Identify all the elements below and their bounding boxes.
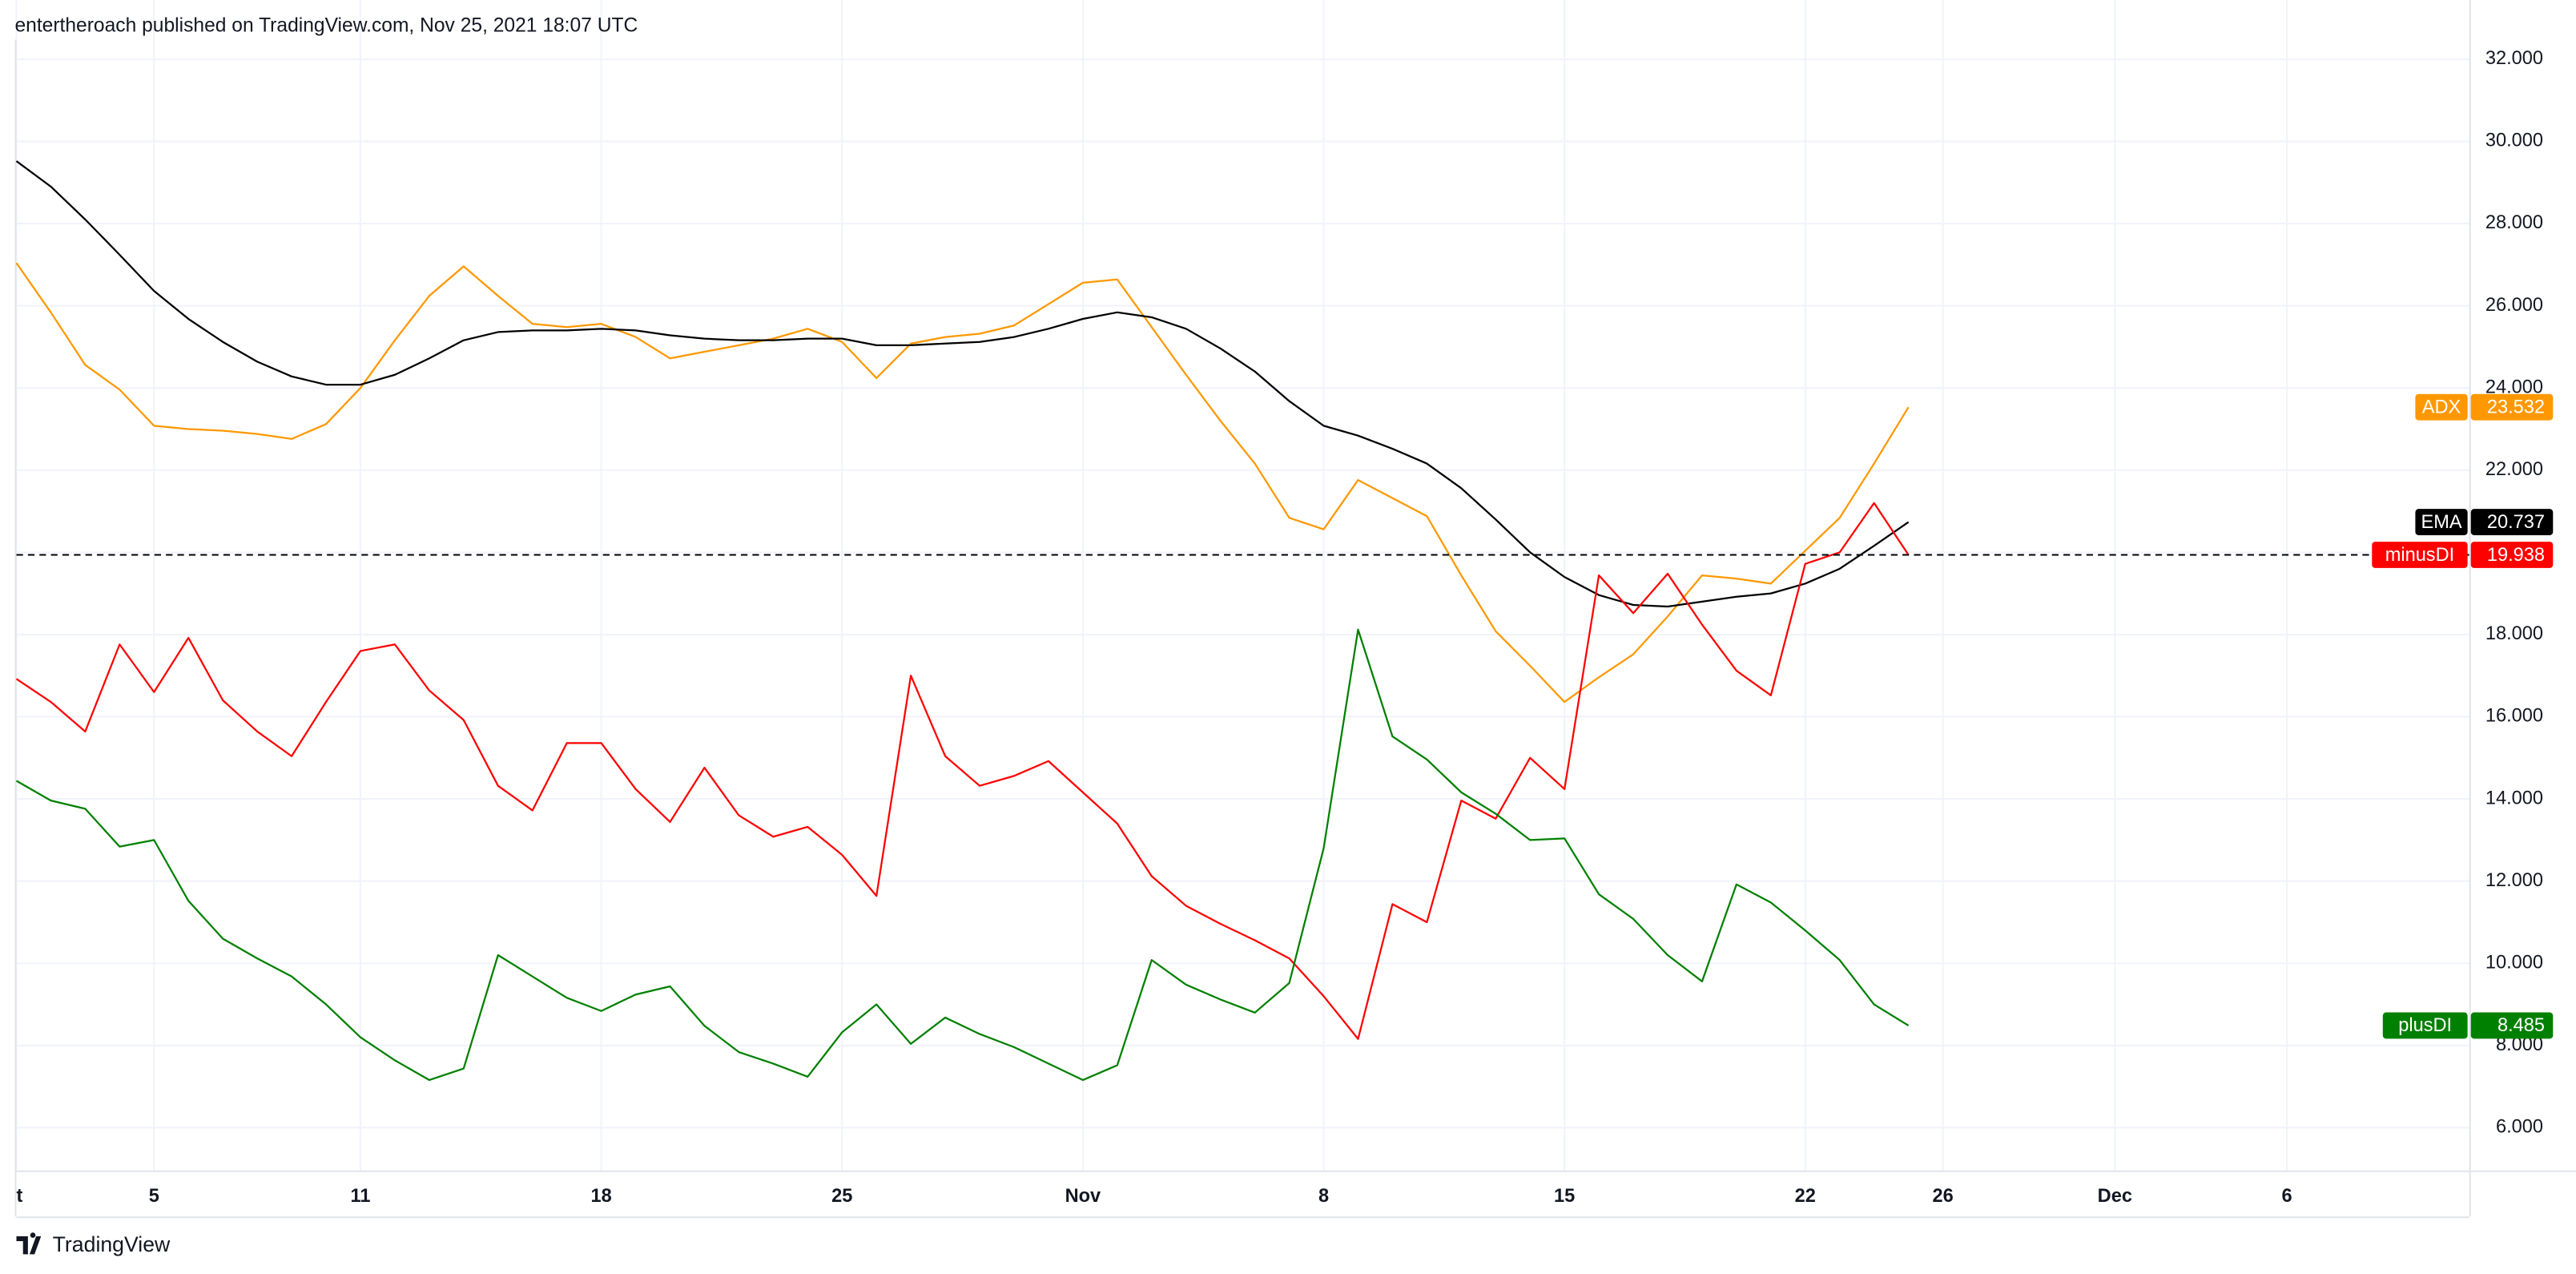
last-value-label: 19.938 bbox=[2487, 544, 2545, 565]
y-tick-label: 16.000 bbox=[2485, 705, 2543, 726]
last-value-badge bbox=[2470, 1012, 2554, 1039]
last-value-label: 20.737 bbox=[2487, 511, 2545, 532]
y-tick-label: 28.000 bbox=[2485, 212, 2543, 232]
publish-header: entertheroach published on TradingView.c… bbox=[14, 14, 638, 36]
series-name-badge bbox=[2415, 393, 2468, 421]
series-name-badge bbox=[2382, 1012, 2468, 1039]
series-name-label: EMA bbox=[2421, 511, 2461, 532]
y-tick-label: 10.000 bbox=[2485, 951, 2543, 972]
x-tick-label: 6 bbox=[2281, 1185, 2292, 1206]
series-name-label: minusDI bbox=[2385, 544, 2454, 565]
x-tick-label: 18 bbox=[591, 1185, 612, 1206]
last-value-badge bbox=[2470, 509, 2554, 535]
series-name-badge bbox=[2372, 542, 2468, 568]
brand: TradingView bbox=[53, 1232, 171, 1256]
last-value-label: 23.532 bbox=[2487, 396, 2545, 417]
y-tick-label: 30.000 bbox=[2485, 130, 2543, 151]
logo-icon bbox=[16, 1232, 42, 1255]
x-tick-label: 25 bbox=[831, 1185, 852, 1206]
x-tick-label: Nov bbox=[1065, 1185, 1101, 1206]
x-tick-label: 22 bbox=[1795, 1185, 1816, 1206]
y-tick-label: 12.000 bbox=[2485, 869, 2543, 890]
x-tick-label: 15 bbox=[1554, 1185, 1575, 1206]
series-name-label: ADX bbox=[2422, 396, 2461, 417]
series-line bbox=[15, 502, 1910, 1040]
series-line bbox=[15, 262, 1910, 704]
series-name-label: plusDI bbox=[2398, 1014, 2452, 1035]
y-tick-label: 6.000 bbox=[2496, 1116, 2543, 1137]
y-tick-label: 24.000 bbox=[2485, 376, 2543, 397]
x-tick-label: Dec bbox=[2098, 1185, 2132, 1206]
y-tick-label: 14.000 bbox=[2485, 787, 2543, 808]
x-tick-label: 8 bbox=[1318, 1185, 1329, 1206]
series-name-badge bbox=[2415, 509, 2468, 535]
last-value-label: 8.485 bbox=[2498, 1014, 2545, 1035]
brand-logo bbox=[16, 1232, 42, 1255]
series-line bbox=[15, 160, 1910, 608]
grid bbox=[15, 0, 2469, 1171]
x-tick-label: 5 bbox=[149, 1185, 159, 1206]
x-tick-label: t bbox=[17, 1185, 23, 1206]
y-tick-label: 22.000 bbox=[2485, 458, 2543, 479]
last-value-badge bbox=[2470, 542, 2554, 568]
y-tick-label: 32.000 bbox=[2485, 47, 2543, 68]
x-tick-label: 11 bbox=[351, 1185, 371, 1206]
y-tick-label: 18.000 bbox=[2485, 623, 2543, 643]
series-line bbox=[15, 628, 1910, 1082]
last-value-badge bbox=[2470, 393, 2554, 421]
y-tick-label: 26.000 bbox=[2485, 294, 2543, 315]
x-tick-label: 26 bbox=[1932, 1185, 1953, 1206]
